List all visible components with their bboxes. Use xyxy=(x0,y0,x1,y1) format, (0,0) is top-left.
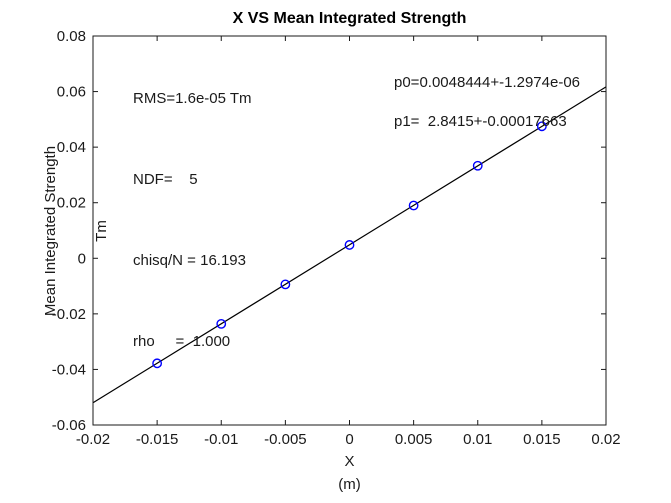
data-point-marker xyxy=(408,200,419,211)
data-point-marker xyxy=(152,358,163,369)
y-axis-unit-label: Tm xyxy=(93,220,110,242)
y-axis-label: Mean Integrated Strength Tm xyxy=(8,81,110,381)
y-tick-label: 0.06 xyxy=(57,84,86,101)
y-tick-label: -0.04 xyxy=(52,361,86,378)
fit-param-p1: p1= 2.8415+-0.00017663 xyxy=(394,113,567,130)
x-axis-unit-label: (m) xyxy=(338,476,361,493)
fit-line xyxy=(92,86,607,404)
x-axis-label: X xyxy=(344,453,355,470)
data-point-marker xyxy=(536,121,547,132)
data-point-marker xyxy=(472,160,483,171)
y-tick-label: 0.04 xyxy=(57,139,86,156)
x-tick-label: -0.005 xyxy=(264,431,307,448)
stats-line-rms: RMS=1.6e-05 Tm xyxy=(133,90,252,107)
y-axis-label-text: Mean Integrated Strength xyxy=(42,145,59,317)
y-tick-label: 0 xyxy=(78,250,86,267)
x-tick-label: 0 xyxy=(345,431,353,448)
data-point-marker xyxy=(280,279,291,290)
x-tick-label: 0.01 xyxy=(463,431,492,448)
fit-param-p0: p0=0.0048444+-1.2974e-06 xyxy=(394,74,581,91)
stats-line-chisq: chisq/N = 16.193 xyxy=(133,252,246,269)
stats-annotation: RMS=1.6e-05 Tm NDF= 5 chisq/N = 16.193 r… xyxy=(133,31,252,409)
fit-params-annotation: p0=0.0048444+-1.2974e-06 p1= 2.8415+-0.0… xyxy=(394,50,580,154)
chart-title: X VS Mean Integrated Strength xyxy=(232,10,467,27)
data-point-marker xyxy=(344,240,355,250)
x-tick-label: -0.015 xyxy=(136,431,179,448)
x-tick-label: 0.02 xyxy=(591,431,620,448)
y-tick-label: -0.02 xyxy=(52,306,86,323)
stats-line-ndf: NDF= 5 xyxy=(133,171,198,188)
x-tick-label: 0.005 xyxy=(395,431,433,448)
stats-line-rho: rho = 1.000 xyxy=(133,333,231,350)
y-tick-label: -0.06 xyxy=(52,417,86,434)
y-tick-label: 0.08 xyxy=(57,28,86,45)
data-point-marker xyxy=(216,318,227,329)
x-tick-label: -0.02 xyxy=(76,431,110,448)
y-tick-label: 0.02 xyxy=(57,195,86,212)
x-tick-label: 0.015 xyxy=(523,431,561,448)
x-tick-label: -0.01 xyxy=(204,431,238,448)
